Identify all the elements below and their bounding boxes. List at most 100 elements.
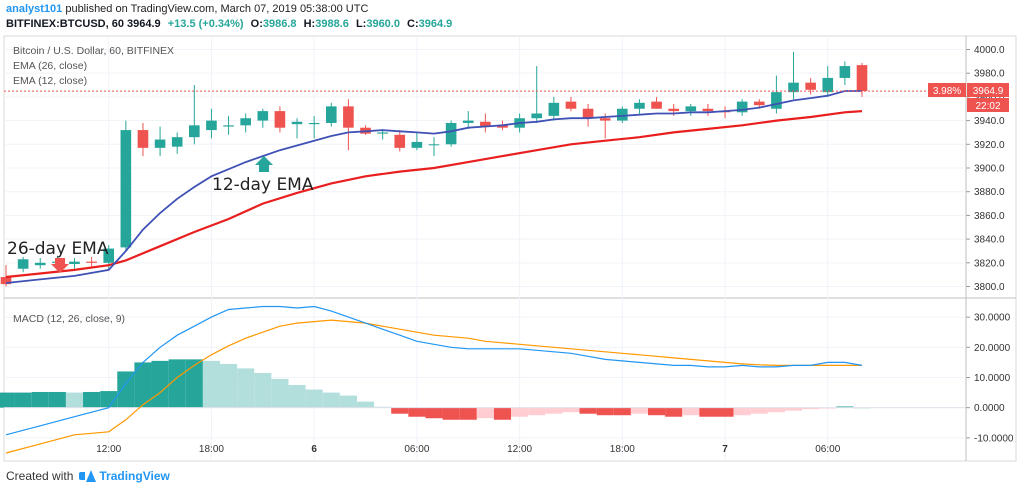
price-tick-label: 3880.0 — [974, 187, 1005, 198]
candle-body — [497, 125, 508, 128]
footer: Created with TradingView — [6, 469, 170, 483]
legend-ema12: EMA (12, close) — [13, 75, 87, 87]
macd-histogram-bar — [733, 407, 751, 416]
price-tick-label: 3960.0 — [974, 92, 1005, 103]
legend-title: Bitcoin / U.S. Dollar, 60, BITFINEX — [13, 45, 174, 57]
candle-body — [531, 113, 543, 119]
candle-body — [582, 108, 594, 119]
candle-body — [753, 101, 765, 106]
macd-histogram-bar — [425, 407, 443, 419]
countdown-tag — [967, 98, 1009, 112]
macd-histogram-bar — [613, 407, 631, 416]
time-tick-label: 12:00 — [96, 444, 121, 455]
macd-histogram-bar — [836, 406, 854, 408]
macd-histogram-bar — [83, 391, 101, 408]
time-tick-label: 7 — [722, 444, 728, 455]
price-tick-label: 3860.0 — [974, 211, 1005, 222]
macd-histogram-bar — [100, 391, 118, 408]
macd-histogram-bar — [665, 407, 683, 417]
macd-histogram-bar — [254, 372, 272, 408]
macd-histogram-bar — [408, 407, 426, 417]
candle-body — [771, 92, 782, 109]
ohlc-close: C:3964.9 — [407, 18, 453, 30]
candle-body — [154, 139, 166, 148]
candle-body — [788, 82, 799, 93]
candle-body — [394, 134, 406, 148]
signal-line — [5, 319, 862, 454]
down-arrow-icon — [51, 258, 69, 273]
ema26-line — [5, 110, 863, 279]
macd-histogram-bar — [562, 407, 580, 413]
candle-body — [69, 261, 80, 264]
candle-body — [343, 106, 354, 128]
price-axis: 3800.0 3820.0 3840.0 3860.0 3880.0 3900.0 3920… — [966, 45, 1005, 293]
macd-tick-label: 0.0000 — [974, 403, 1005, 414]
candle-body — [257, 111, 269, 121]
price-change: +13.5 (+0.34%) — [167, 18, 244, 30]
candle-body — [445, 122, 457, 145]
percent-tag-text: 3.98% — [933, 86, 961, 97]
price-tick-label: 3920.0 — [974, 140, 1005, 151]
candle-body — [565, 101, 577, 109]
price-tick-label: 3840.0 — [974, 235, 1005, 246]
macd-histogram-bar — [784, 407, 803, 411]
percent-tag — [928, 83, 966, 97]
candle-body — [668, 108, 679, 112]
candle-body — [599, 118, 611, 121]
time-tick-label: 18:00 — [610, 444, 635, 455]
candle-body — [86, 261, 97, 263]
time-tick-label: 6 — [311, 444, 317, 455]
time-tick-label: 12:00 — [507, 444, 532, 455]
macd-histogram-bar — [339, 395, 357, 408]
ohlc-low: L:3960.0 — [355, 18, 400, 30]
candle-body — [736, 101, 748, 113]
symbol-label: BITFINEX:BTCUSD, 60 — [6, 18, 124, 30]
author-link[interactable]: analyst101 — [6, 3, 63, 15]
macd-histogram — [0, 359, 871, 420]
candle-body — [634, 102, 645, 109]
price-tick-label: 3820.0 — [974, 258, 1005, 269]
ema12-line — [5, 90, 862, 284]
macd-histogram-bar — [48, 391, 66, 408]
macd-histogram-bar — [459, 407, 477, 420]
candle-body — [617, 108, 628, 121]
last-price: 3964.9 — [127, 18, 161, 30]
macd-tick-label: 10.0000 — [974, 373, 1011, 384]
macd-histogram-bar — [699, 407, 717, 417]
symbol-info: BITFINEX:BTCUSD, 60 3964.9 +13.5 (+0.34%… — [6, 17, 1016, 32]
macd-histogram-bar — [545, 407, 563, 414]
macd-histogram-bar — [151, 360, 169, 408]
candle-body — [137, 130, 149, 148]
candle-body — [856, 65, 868, 92]
macd-histogram-bar — [14, 392, 32, 408]
macd-histogram-bar — [767, 407, 785, 413]
macd-histogram-bar — [476, 407, 494, 419]
candle-body — [171, 137, 183, 147]
macd-histogram-bar — [322, 392, 340, 408]
candle-body — [274, 111, 286, 128]
macd-histogram-bar — [305, 389, 323, 408]
time-tick-label: 06:00 — [404, 444, 429, 455]
countdown-tag-text: 22:02 — [975, 101, 1000, 112]
time-tick-label: 06:00 — [815, 444, 840, 455]
macd-histogram-bar — [288, 385, 306, 408]
candle-body — [685, 106, 697, 112]
macd-histogram-bar — [117, 371, 135, 408]
macd-histogram-bar — [579, 407, 597, 414]
publish-info: analyst101 published on TradingView.com,… — [6, 2, 1016, 17]
macd-line — [5, 305, 863, 436]
candle-body — [428, 144, 440, 146]
macd-histogram-bar — [271, 378, 289, 408]
published-text: published on TradingView.com, March 07, … — [65, 3, 369, 15]
candle-body — [411, 141, 423, 148]
tradingview-brand-link[interactable]: TradingView — [99, 469, 170, 483]
macd-histogram-bar — [202, 360, 220, 408]
candle-body — [223, 125, 234, 127]
macd-histogram-bar — [237, 368, 255, 408]
price-tick-label: 4000.0 — [974, 45, 1005, 56]
macd-histogram-bar — [648, 407, 666, 416]
ohlc-high: H:3988.6 — [303, 18, 349, 30]
candle-body — [462, 120, 474, 123]
time-tick-label: 18:00 — [199, 444, 224, 455]
